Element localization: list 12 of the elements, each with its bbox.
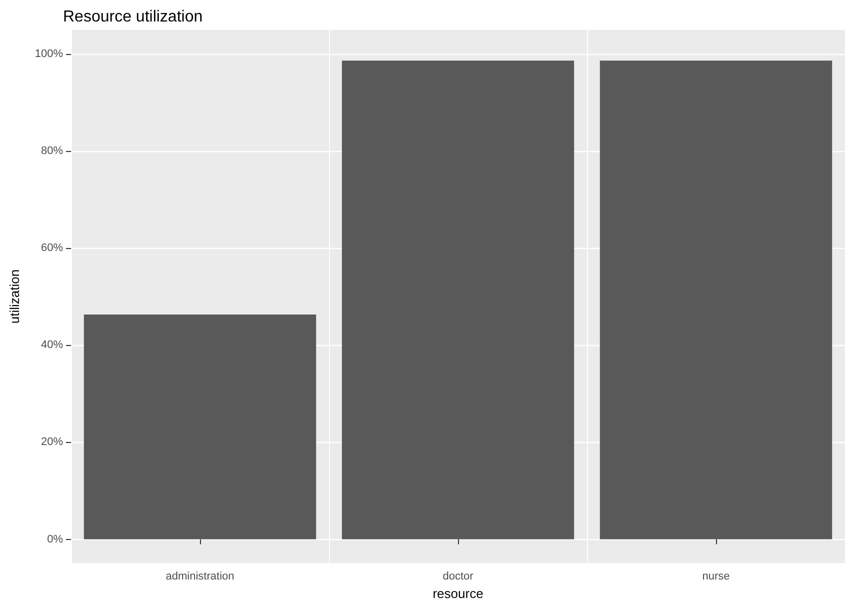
y-tick-label: 100% xyxy=(34,48,64,60)
x-tick-label: nurse xyxy=(702,570,730,583)
x-axis-title: resource xyxy=(432,586,484,601)
x-tick-label: administration xyxy=(166,570,234,583)
y-tick-label: 60% xyxy=(40,242,64,254)
y-tick-label: 20% xyxy=(40,436,64,448)
y-tick-label: 0% xyxy=(47,533,64,546)
chart-title: Resource utilization xyxy=(63,8,203,26)
y-axis-title: utilization xyxy=(7,269,22,324)
y-tick-label: 80% xyxy=(40,144,64,157)
x-tick-label: doctor xyxy=(442,570,474,583)
y-tick-label: 40% xyxy=(40,339,64,352)
